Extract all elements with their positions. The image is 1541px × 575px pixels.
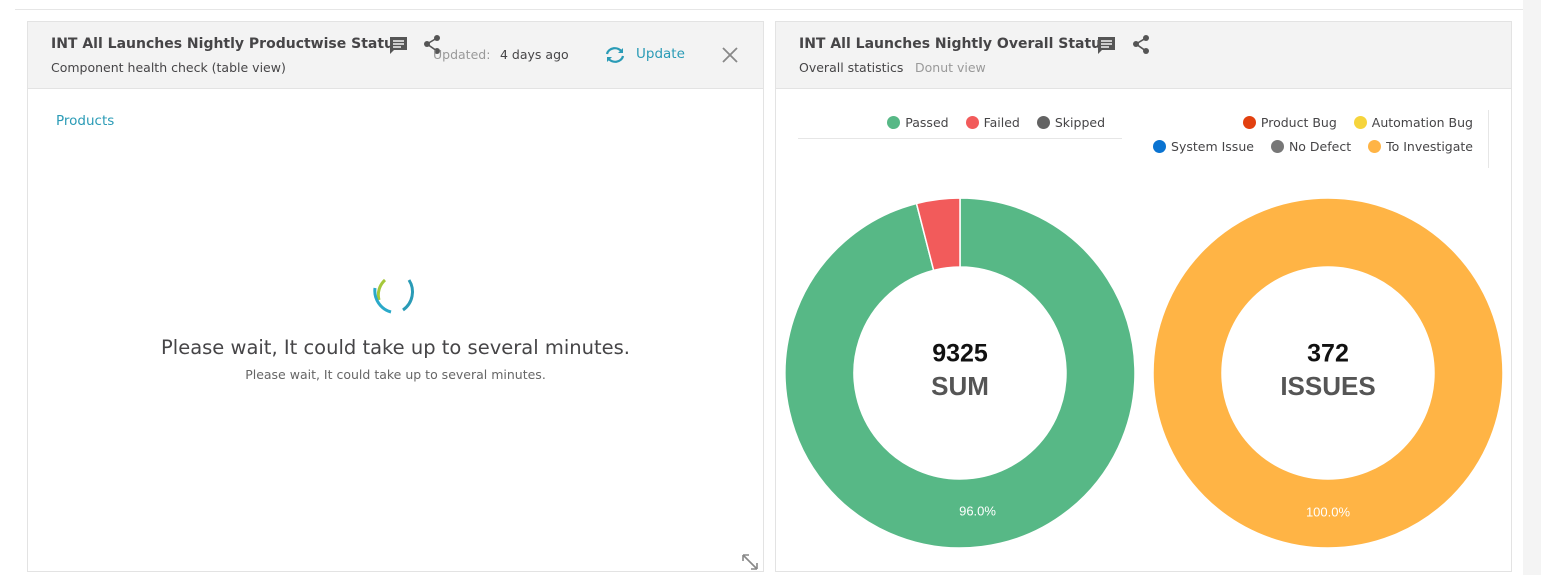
legend-item[interactable]: Passed (887, 115, 949, 130)
legend-swatch (1242, 116, 1256, 129)
loading-spinner (373, 278, 414, 314)
total-label: SUM (931, 371, 989, 401)
share-icon[interactable] (422, 34, 444, 56)
legend-item[interactable]: To Investigate (1368, 139, 1473, 154)
legend-label: Failed (983, 115, 1020, 130)
legend-item[interactable]: Failed (965, 115, 1020, 130)
total-label: ISSUES (1280, 371, 1375, 401)
legend-label: To Investigate (1386, 139, 1473, 154)
legend-item[interactable]: Product Bug (1242, 115, 1337, 130)
products-link[interactable]: Products (56, 113, 115, 129)
slice-label: 96.0% (959, 503, 996, 518)
donut-slice (784, 197, 1136, 549)
legend-swatch (1036, 116, 1050, 129)
productwise-widget: INT All Launches Nightly Productwise Sta… (27, 21, 764, 572)
updated-value: 4 days ago (500, 47, 569, 62)
legend-swatch (965, 116, 979, 129)
widget-title: INT All Launches Nightly Productwise Sta… (51, 36, 403, 52)
legend-row: System Issue No Defect To Investigate (1153, 139, 1473, 154)
legend-label: System Issue (1171, 139, 1254, 154)
comment-icon[interactable] (387, 34, 411, 58)
close-icon[interactable] (721, 46, 739, 64)
loading-title: Please wait, It could take up to several… (161, 336, 630, 359)
widget-subtitle: Component health check (table view) (51, 60, 286, 75)
legend-frame (798, 110, 1122, 139)
total-value: 372 (1307, 340, 1349, 368)
legend-frame (1488, 110, 1489, 168)
update-icon[interactable] (604, 45, 626, 65)
legend-label: Passed (905, 115, 949, 130)
legend: Passed Failed Skipped (887, 115, 1105, 130)
legend-label: Skipped (1054, 115, 1105, 130)
scrollbar (1523, 0, 1541, 575)
resize-icon[interactable] (740, 552, 760, 572)
total-value: 9325 (932, 340, 988, 368)
legend-item[interactable]: Skipped (1036, 115, 1105, 130)
legend-swatch (1353, 116, 1367, 129)
share-icon[interactable] (1131, 34, 1153, 56)
widget-header: INT All Launches Nightly Productwise Sta… (28, 22, 763, 89)
legend-swatch (1270, 140, 1284, 153)
legend-label: Product Bug (1260, 115, 1337, 130)
legend-item[interactable]: No Defect (1270, 139, 1352, 154)
legend-swatch (887, 116, 901, 129)
legend-label: Automation Bug (1371, 115, 1473, 130)
widget-header: INT All Launches Nightly Overall Status … (776, 22, 1511, 89)
legend-label: No Defect (1288, 139, 1352, 154)
comment-icon[interactable] (1095, 34, 1119, 58)
legend-item[interactable]: Automation Bug (1353, 115, 1473, 130)
legend-swatch (1153, 140, 1167, 153)
view-label: Donut view (915, 60, 986, 75)
loading-subtitle: Please wait, It could take up to several… (245, 367, 546, 382)
donut-slice (1152, 197, 1504, 549)
legend: Product Bug Automation Bug System Issue No… (1153, 115, 1473, 154)
widget-title: INT All Launches Nightly Overall Status (799, 36, 1110, 52)
legend-item[interactable]: System Issue (1153, 139, 1254, 154)
slice-label: 100.0% (1306, 504, 1351, 519)
widget-subtitle: Overall statistics (799, 60, 904, 75)
legend-swatch (1368, 140, 1382, 153)
legend-row: Product Bug Automation Bug (1153, 115, 1473, 130)
donut-charts: 96.0% 9325 SUM 100.0% 372 ISSUES (784, 197, 1504, 549)
donut-slice (915, 197, 961, 272)
top-strip (15, 0, 1523, 10)
updated-label: Updated: (433, 47, 491, 62)
update-button[interactable]: Update (636, 46, 685, 62)
